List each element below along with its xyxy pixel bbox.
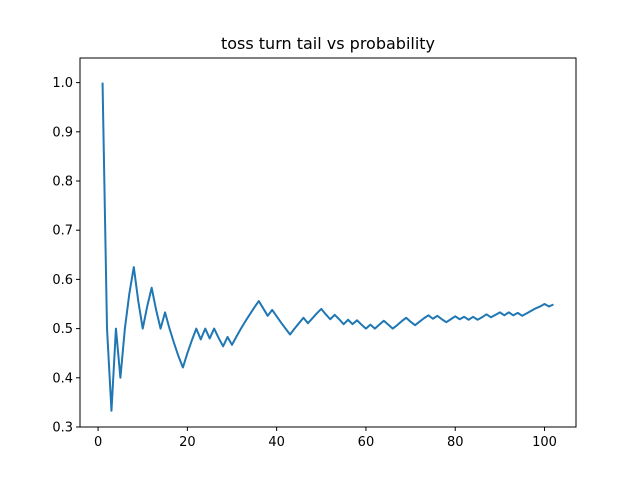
series-line (101, 82, 554, 412)
y-axis-ticks: 0.3 0.4 0.5 0.6 0.7 0.8 0.9 1.0 (52, 76, 80, 436)
x-tick-label: 100 (532, 435, 557, 450)
y-tick-label: 0.4 (52, 371, 73, 386)
y-tick-label: 0.8 (52, 175, 73, 190)
series-group (101, 82, 554, 412)
y-tick-label: 0.6 (52, 273, 73, 288)
x-tick-label: 20 (179, 435, 196, 450)
x-tick-label: 60 (358, 435, 375, 450)
y-tick-label: 0.7 (52, 224, 73, 239)
chart-title: toss turn tail vs probability (221, 34, 435, 53)
y-tick-label: 0.9 (52, 125, 73, 140)
x-tick-label: 80 (447, 435, 464, 450)
x-tick-label: 40 (268, 435, 285, 450)
x-tick-label: 0 (94, 435, 102, 450)
x-axis-ticks: 0 20 40 60 80 100 (94, 427, 557, 450)
plot-area-frame (79, 57, 577, 428)
y-tick-label: 0.5 (52, 322, 73, 337)
y-tick-label: 0.3 (52, 421, 73, 436)
y-tick-label: 1.0 (52, 76, 73, 91)
